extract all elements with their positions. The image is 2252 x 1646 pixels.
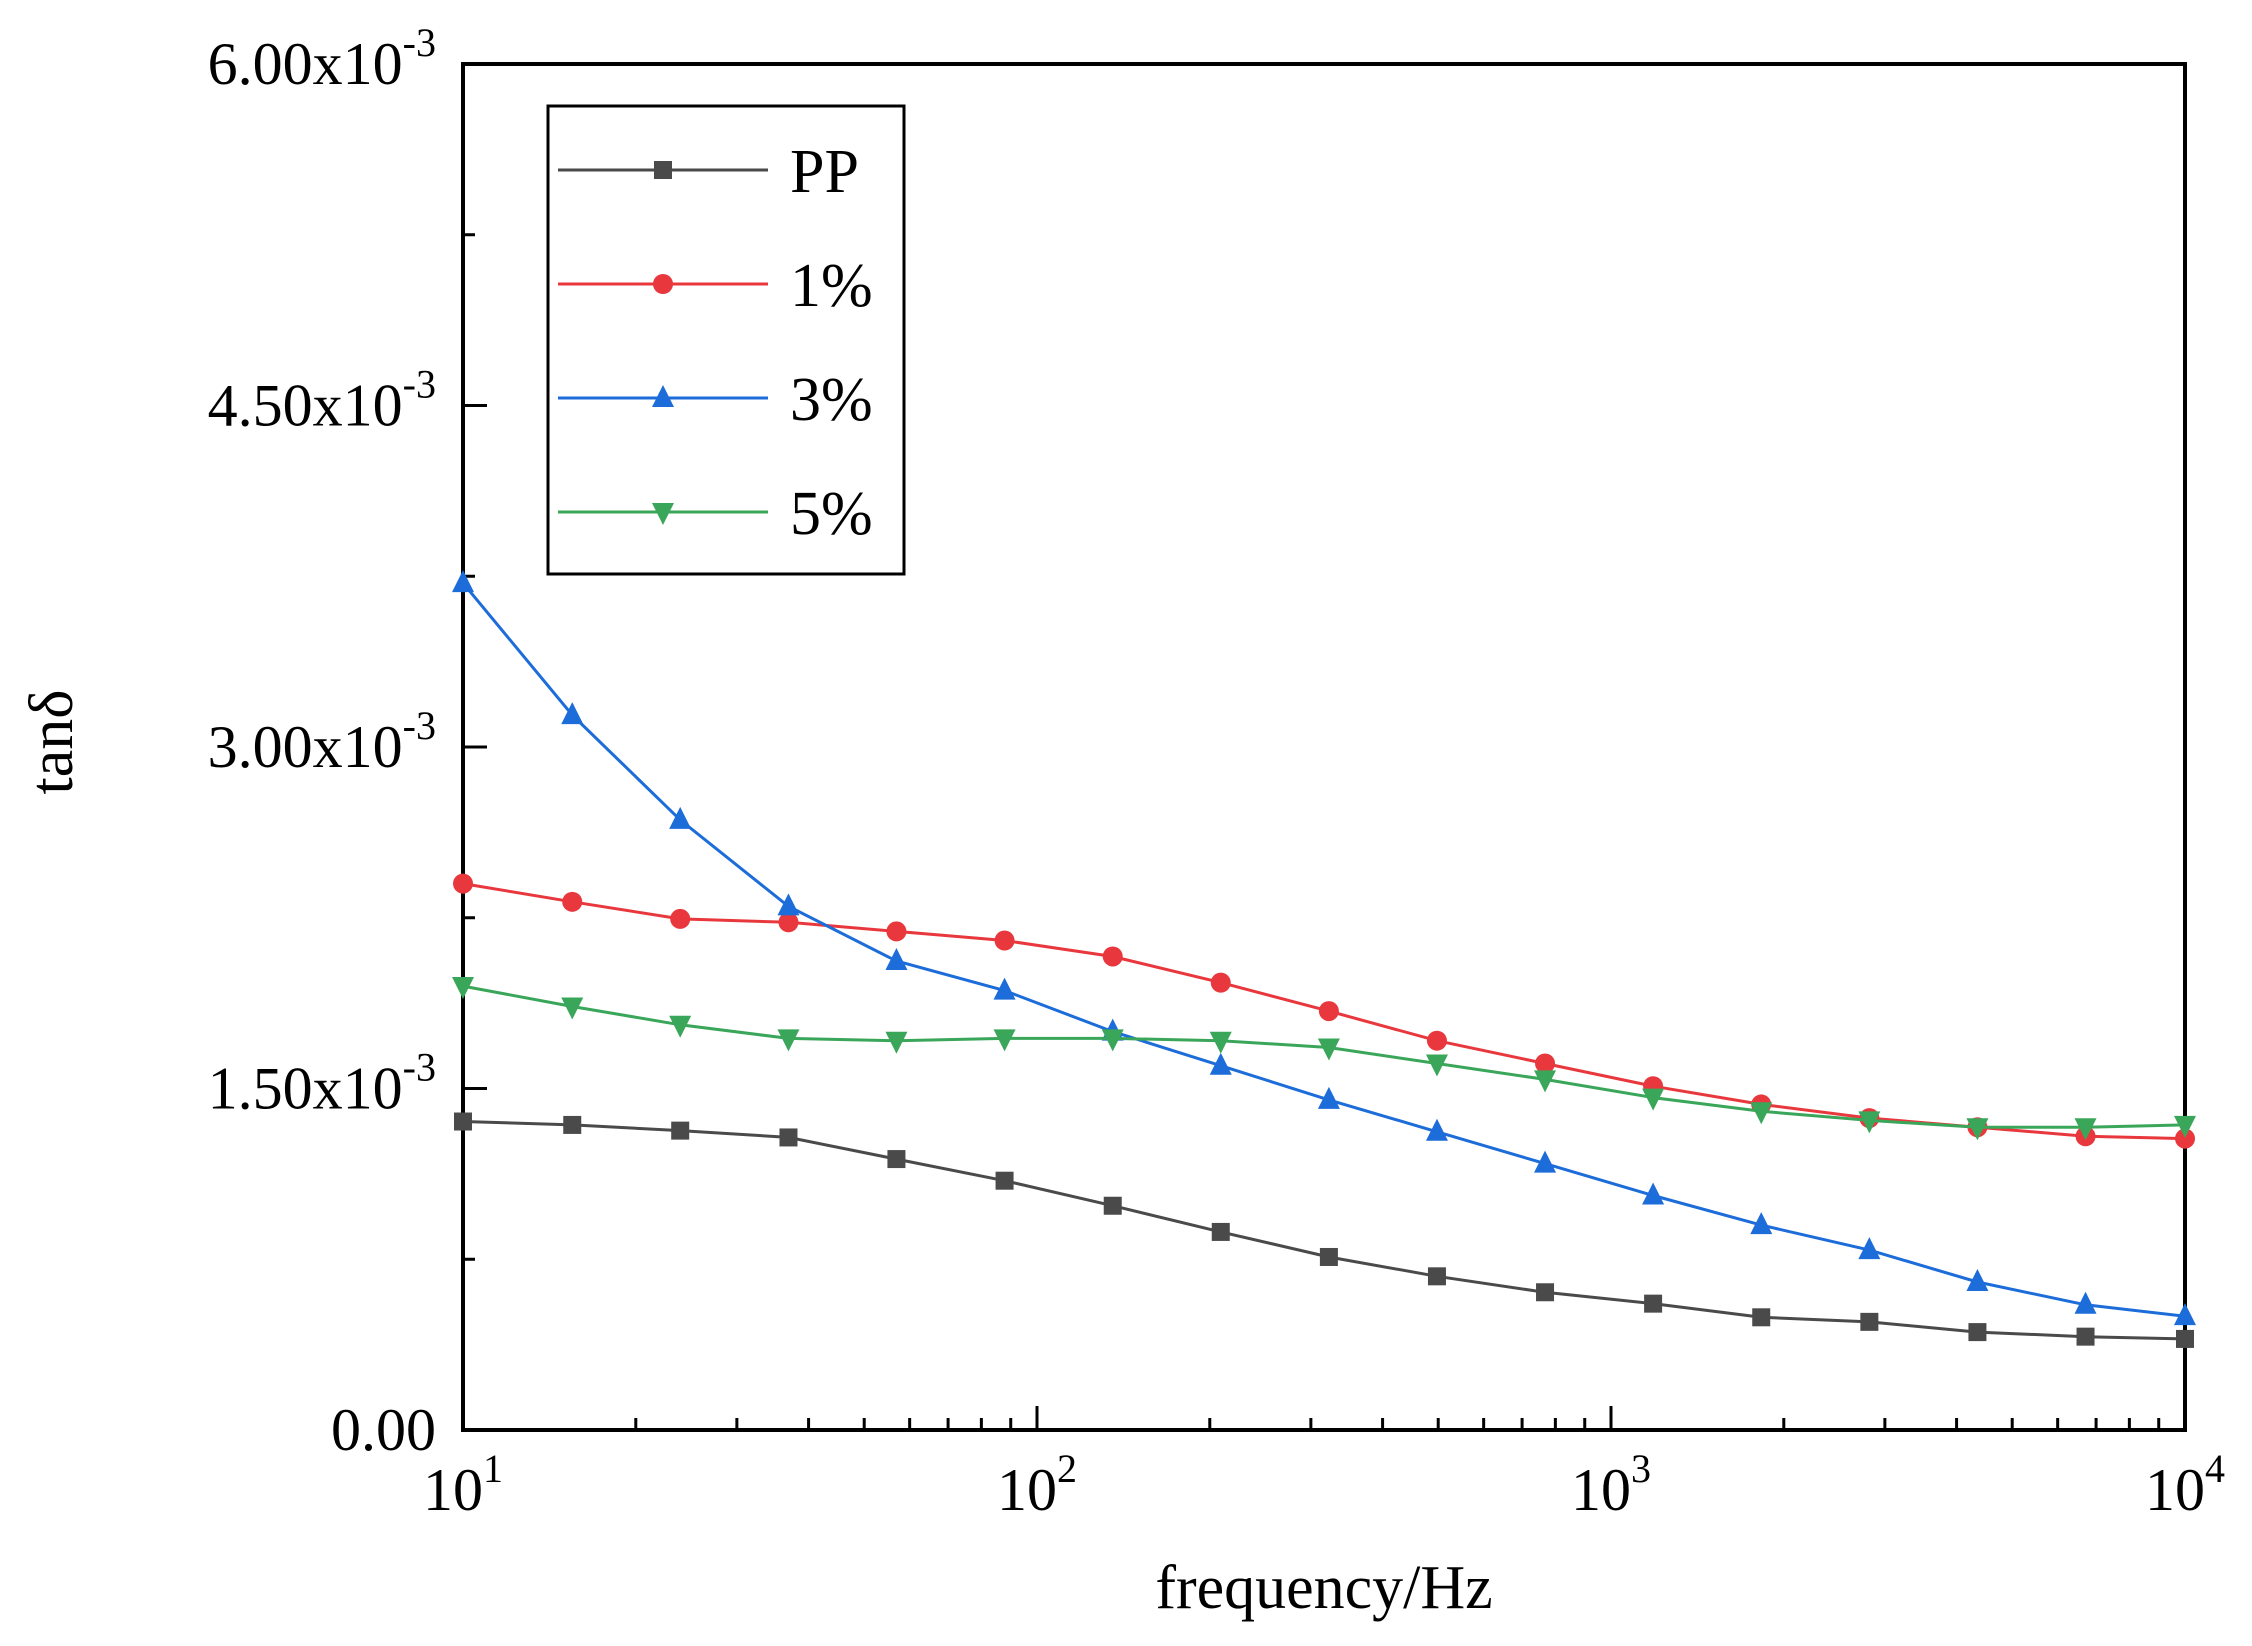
data-point — [1103, 1196, 1122, 1215]
data-point — [454, 1112, 472, 1131]
data-point — [777, 893, 800, 916]
legend-entry: 1% — [558, 252, 873, 320]
data-point — [2176, 1329, 2194, 1348]
data-point — [2174, 1115, 2196, 1138]
data-point — [669, 806, 692, 829]
data-point — [1642, 1088, 1665, 1111]
y-axis-title: tanδ — [18, 690, 86, 795]
data-point — [1966, 1118, 1989, 1141]
data-point — [994, 930, 1015, 951]
series-PP — [454, 1112, 2194, 1348]
data-point — [669, 1015, 692, 1038]
data-point — [1425, 1118, 1448, 1141]
data-point — [886, 921, 907, 942]
data-point — [993, 1029, 1016, 1052]
legend-label: 1% — [790, 252, 873, 320]
data-point — [1427, 1267, 1446, 1286]
data-point — [1425, 1054, 1448, 1077]
data-point — [1317, 1086, 1340, 1109]
data-point — [2076, 1327, 2095, 1346]
data-point — [561, 702, 584, 725]
legend-marker — [653, 274, 673, 294]
y-tick-label: 4.50x10-3 — [208, 362, 436, 439]
data-point — [1536, 1283, 1555, 1302]
data-point — [777, 1029, 800, 1052]
data-point — [452, 570, 474, 593]
data-point — [2074, 1291, 2097, 1314]
data-point — [1319, 1247, 1338, 1266]
legend-marker — [652, 385, 674, 407]
data-point — [1858, 1111, 1881, 1134]
data-point — [563, 1115, 582, 1134]
data-point — [453, 873, 473, 894]
legend: PP 1% 3% 5% — [546, 104, 906, 576]
series-3% — [452, 570, 2196, 1326]
data-point — [1211, 1222, 1230, 1241]
x-axis-ticks: 101 102 103 104 — [423, 1406, 2225, 1523]
data-point — [1209, 1052, 1232, 1075]
y-tick-label: 3.00x10-3 — [208, 703, 436, 780]
data-point — [1317, 1038, 1340, 1061]
y-tick-label: 6.00x10-3 — [208, 20, 436, 97]
data-point — [452, 977, 474, 1000]
x-axis-title: frequency/Hz — [1155, 1554, 1492, 1622]
legend-label: PP — [790, 138, 859, 206]
data-point — [670, 908, 691, 929]
x-tick-label: 103 — [1571, 1446, 1651, 1523]
x-tick-label: 101 — [423, 1446, 503, 1523]
y-tick-label: 1.50x10-3 — [208, 1045, 436, 1122]
data-point — [1318, 1001, 1339, 1022]
data-point — [1535, 1053, 1556, 1074]
series-5% — [452, 977, 2196, 1141]
legend-entry: 3% — [558, 366, 873, 434]
data-point — [2074, 1118, 2097, 1141]
y-axis-ticks: 0.00 1.50x10-3 3.00x10-3 4.50x10-3 6.00x10-3 — [208, 20, 487, 1463]
legend-box — [546, 104, 906, 576]
legend-marker — [654, 161, 672, 179]
x-tick-label: 102 — [997, 1446, 1077, 1523]
legend-label: 5% — [790, 480, 873, 548]
data-point — [779, 1128, 798, 1147]
data-point — [993, 977, 1016, 1000]
data-point — [1966, 1269, 1989, 1292]
series-layer — [452, 570, 2196, 1348]
data-point — [1750, 1212, 1773, 1235]
data-point — [1860, 1312, 1879, 1331]
data-point — [885, 948, 908, 971]
data-point — [1426, 1030, 1447, 1051]
data-point — [561, 997, 584, 1020]
series-line — [461, 582, 2186, 1318]
data-point — [2174, 1303, 2196, 1326]
data-point — [1752, 1308, 1771, 1327]
data-point — [887, 1150, 906, 1169]
data-point — [1534, 1150, 1557, 1173]
data-point — [995, 1171, 1014, 1190]
legend-entry: 5% — [558, 480, 873, 548]
data-point — [1642, 1182, 1665, 1205]
data-point — [1858, 1237, 1881, 1260]
legend-entry: PP — [558, 138, 859, 206]
legend-marker — [652, 503, 674, 525]
x-tick-label: 104 — [2145, 1446, 2225, 1523]
data-point — [2175, 1128, 2195, 1149]
data-point — [1534, 1070, 1557, 1093]
data-point — [1750, 1102, 1773, 1125]
data-point — [885, 1031, 908, 1054]
data-point — [1644, 1294, 1663, 1313]
y-tick-label: 0.00 — [331, 1397, 436, 1463]
series-line — [462, 1120, 2186, 1341]
data-point — [1209, 1031, 1232, 1054]
data-point — [1101, 1029, 1124, 1052]
data-point — [1968, 1323, 1987, 1342]
legend-label: 3% — [790, 366, 873, 434]
data-point — [778, 912, 799, 933]
data-point — [671, 1121, 690, 1140]
data-point — [1210, 972, 1231, 993]
data-point — [1102, 946, 1123, 967]
data-point — [562, 891, 583, 912]
